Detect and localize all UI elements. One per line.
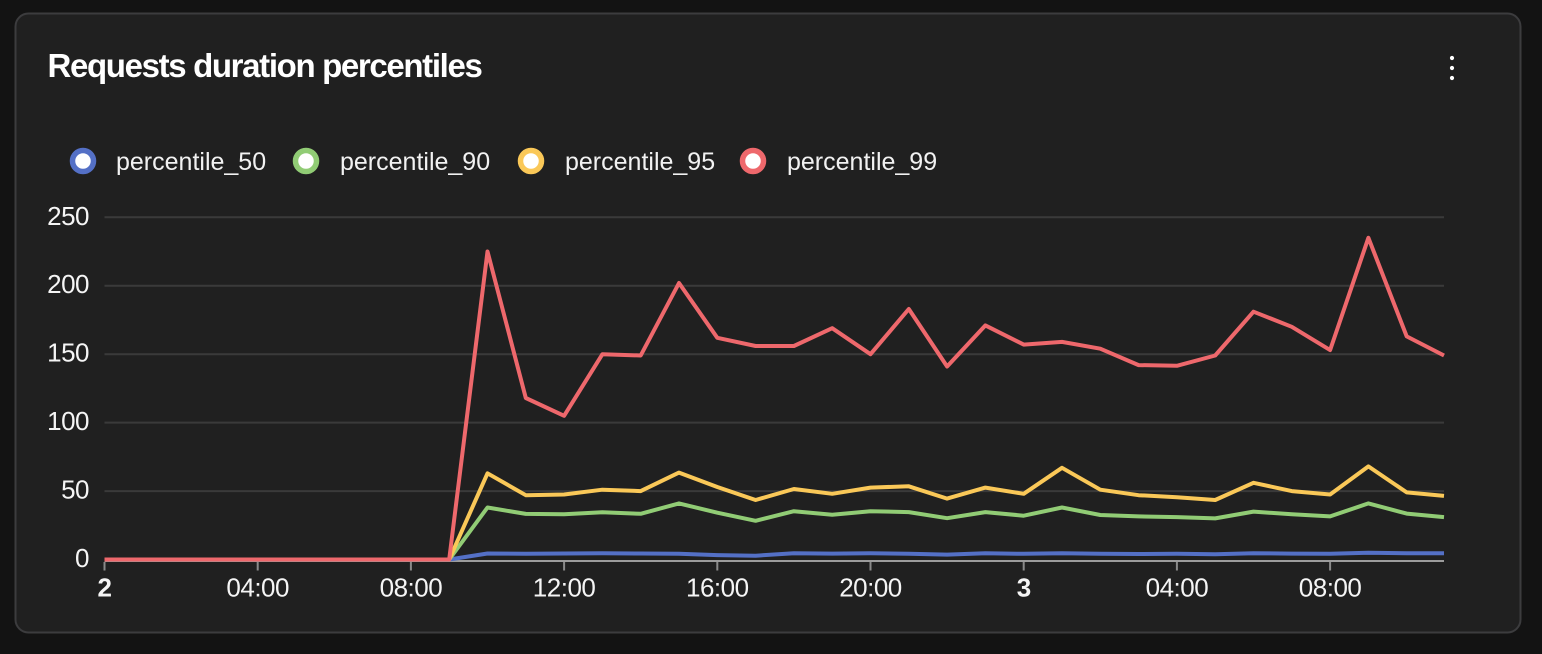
svg-text:200: 200 — [47, 269, 89, 299]
svg-text:100: 100 — [47, 406, 89, 436]
svg-text:12:00: 12:00 — [533, 573, 596, 603]
svg-text:08:00: 08:00 — [380, 573, 443, 603]
svg-text:percentile_50: percentile_50 — [116, 148, 266, 176]
svg-text:3: 3 — [1017, 573, 1031, 603]
svg-text:16:00: 16:00 — [686, 573, 749, 603]
svg-text:150: 150 — [47, 338, 89, 368]
svg-text:04:00: 04:00 — [1146, 573, 1209, 603]
svg-text:Requests duration percentiles: Requests duration percentiles — [48, 47, 482, 84]
svg-text:20:00: 20:00 — [839, 573, 902, 603]
svg-text:04:00: 04:00 — [226, 573, 289, 603]
svg-text:0: 0 — [75, 543, 89, 573]
svg-text:50: 50 — [61, 475, 89, 505]
svg-text:2: 2 — [98, 573, 112, 603]
svg-text:percentile_99: percentile_99 — [787, 148, 937, 176]
svg-text:08:00: 08:00 — [1299, 573, 1362, 603]
svg-text:percentile_95: percentile_95 — [565, 148, 715, 176]
svg-text:percentile_90: percentile_90 — [340, 148, 490, 176]
svg-text:250: 250 — [47, 201, 89, 231]
